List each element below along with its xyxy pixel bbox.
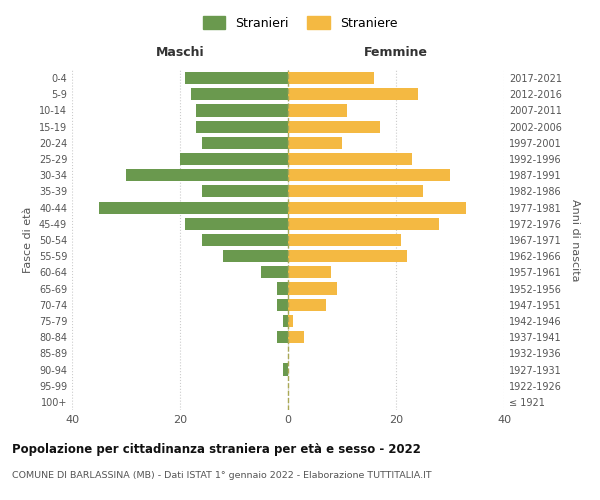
Bar <box>288 331 304 343</box>
Bar <box>202 186 288 198</box>
Bar <box>288 104 347 117</box>
Bar <box>288 298 326 311</box>
Bar <box>288 120 380 132</box>
Text: COMUNE DI BARLASSINA (MB) - Dati ISTAT 1° gennaio 2022 - Elaborazione TUTTITALIA: COMUNE DI BARLASSINA (MB) - Dati ISTAT 1… <box>12 471 431 480</box>
Bar <box>180 153 288 165</box>
Bar <box>283 364 288 376</box>
Legend: Stranieri, Straniere: Stranieri, Straniere <box>197 11 403 35</box>
Bar <box>288 234 401 246</box>
Bar <box>288 137 342 149</box>
Bar <box>223 250 288 262</box>
Bar <box>277 282 288 294</box>
Y-axis label: Anni di nascita: Anni di nascita <box>570 198 580 281</box>
Bar <box>288 218 439 230</box>
Bar <box>126 169 288 181</box>
Bar <box>277 331 288 343</box>
Bar <box>283 315 288 327</box>
Bar <box>288 315 293 327</box>
Bar <box>261 266 288 278</box>
Bar <box>288 282 337 294</box>
Bar <box>288 266 331 278</box>
Text: Femmine: Femmine <box>364 46 428 59</box>
Bar <box>196 120 288 132</box>
Bar <box>288 72 374 84</box>
Bar <box>288 250 407 262</box>
Bar <box>202 137 288 149</box>
Bar <box>196 104 288 117</box>
Bar <box>185 72 288 84</box>
Bar <box>99 202 288 213</box>
Bar <box>202 234 288 246</box>
Bar <box>277 298 288 311</box>
Bar <box>288 153 412 165</box>
Bar <box>185 218 288 230</box>
Bar <box>191 88 288 101</box>
Bar <box>288 169 450 181</box>
Y-axis label: Fasce di età: Fasce di età <box>23 207 33 273</box>
Text: Popolazione per cittadinanza straniera per età e sesso - 2022: Popolazione per cittadinanza straniera p… <box>12 442 421 456</box>
Bar <box>288 186 423 198</box>
Text: Maschi: Maschi <box>155 46 205 59</box>
Bar <box>288 202 466 213</box>
Bar <box>288 88 418 101</box>
